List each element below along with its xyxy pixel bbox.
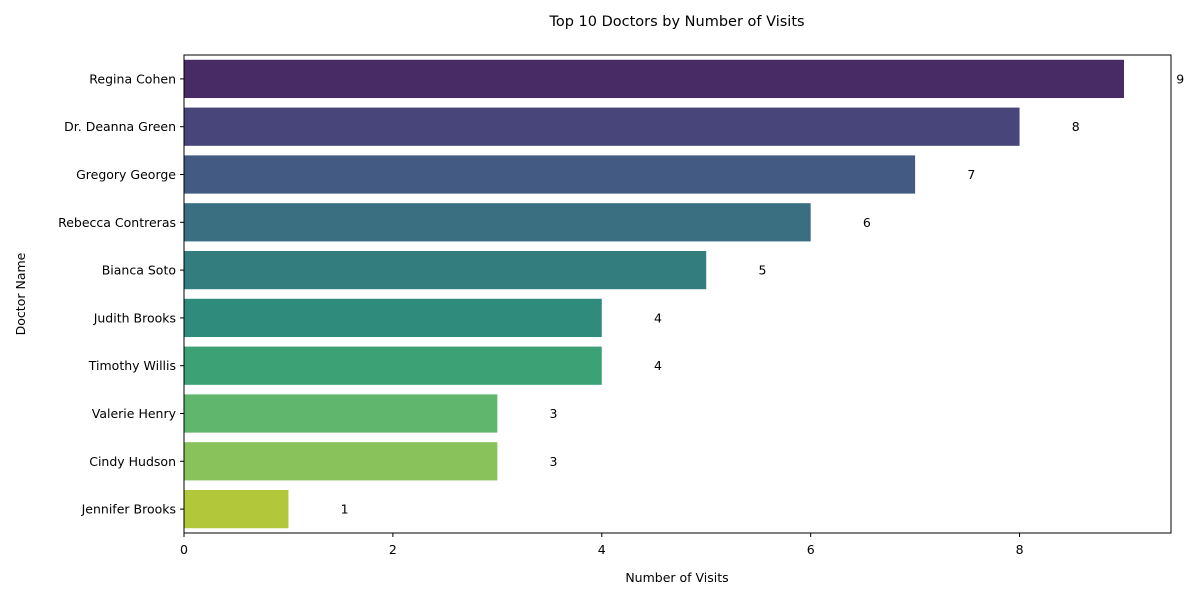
x-axis-label: Number of Visits — [625, 570, 728, 585]
bar — [184, 442, 498, 481]
bar-value-label: 9 — [1176, 71, 1184, 86]
x-tick-label: 6 — [807, 542, 815, 557]
bar — [184, 203, 811, 242]
bar-value-label: 6 — [863, 215, 871, 230]
x-tick-label: 4 — [598, 542, 606, 557]
bar-value-label: 8 — [1072, 119, 1080, 134]
bar — [184, 107, 1020, 146]
x-tick-label: 0 — [180, 542, 188, 557]
bar-value-label: 3 — [550, 406, 558, 421]
y-tick-label: Cindy Hudson — [89, 454, 176, 469]
bar-value-label: 4 — [654, 358, 662, 373]
y-tick-label: Bianca Soto — [102, 263, 176, 278]
bar-labels-group: 9 8 7 6 5 4 4 3 3 1 — [341, 71, 1185, 516]
y-tick-label: Judith Brooks — [93, 310, 176, 325]
bars-group — [184, 59, 1124, 529]
y-tick-label: Jennifer Brooks — [81, 502, 176, 517]
x-tick-label: 2 — [389, 542, 397, 557]
plot-frame — [183, 54, 1172, 534]
bar — [184, 489, 289, 529]
bar — [184, 59, 1124, 99]
bar-value-label: 5 — [758, 263, 766, 278]
bar — [184, 250, 707, 290]
chart-title: Top 10 Doctors by Number of Visits — [548, 14, 804, 30]
bar-value-label: 3 — [550, 454, 558, 469]
bar — [184, 346, 602, 385]
y-tick-label: Gregory George — [76, 167, 176, 182]
bar — [184, 155, 916, 194]
bar-value-label: 7 — [967, 167, 975, 182]
y-tick-label: Rebecca Contreras — [58, 215, 176, 230]
x-axis-ticks: 0 2 4 6 8 — [180, 533, 1024, 557]
y-tick-label: Valerie Henry — [92, 406, 177, 421]
bar — [184, 298, 602, 338]
y-tick-label: Timothy Willis — [88, 358, 176, 373]
y-tick-label: Regina Cohen — [89, 71, 176, 86]
y-axis-label: Doctor Name — [13, 252, 28, 335]
bar — [184, 394, 498, 433]
x-tick-label: 8 — [1016, 542, 1024, 557]
y-axis-ticks: Regina Cohen Dr. Deanna Green Gregory Geor… — [58, 71, 184, 517]
bar-value-label: 1 — [341, 502, 349, 517]
bar-value-label: 4 — [654, 310, 662, 325]
y-tick-label: Dr. Deanna Green — [64, 119, 176, 134]
